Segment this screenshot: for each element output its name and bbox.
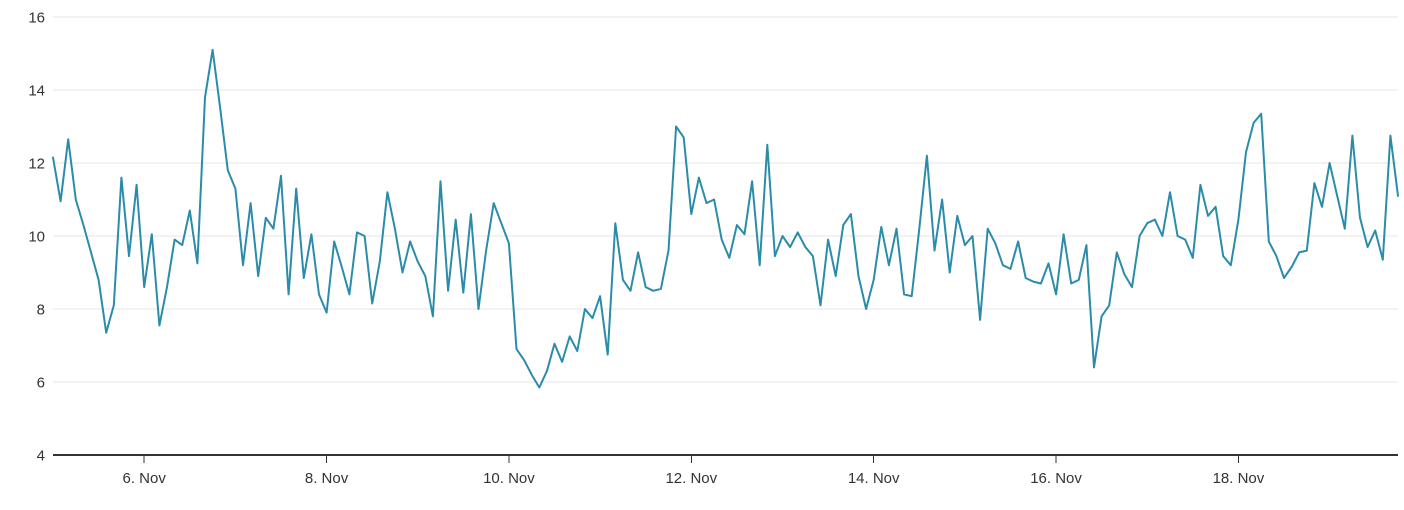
y-tick-label: 14 — [28, 83, 45, 100]
y-tick-label: 8 — [37, 302, 45, 319]
x-tick-label: 8. Nov — [305, 470, 349, 487]
y-tick-label: 6 — [37, 375, 45, 392]
x-tick-label: 10. Nov — [483, 470, 535, 487]
x-tick-label: 18. Nov — [1213, 470, 1265, 487]
y-tick-label: 12 — [28, 156, 45, 173]
x-tick-label: 6. Nov — [123, 470, 167, 487]
x-tick-label: 16. Nov — [1030, 470, 1082, 487]
y-axis-labels: 16 14 12 10 8 6 4 — [28, 10, 45, 465]
x-tick-label: 14. Nov — [848, 470, 900, 487]
y-tick-label: 16 — [28, 10, 45, 27]
y-tick-label: 10 — [28, 229, 45, 246]
series-line — [52, 48, 1399, 389]
y-tick-label: 4 — [37, 448, 45, 465]
x-axis: 6. Nov 8. Nov 10. Nov 12. Nov 14. Nov 16. Nov… — [123, 456, 1265, 487]
x-tick-label: 12. Nov — [665, 470, 717, 487]
gridlines — [53, 16, 1398, 456]
